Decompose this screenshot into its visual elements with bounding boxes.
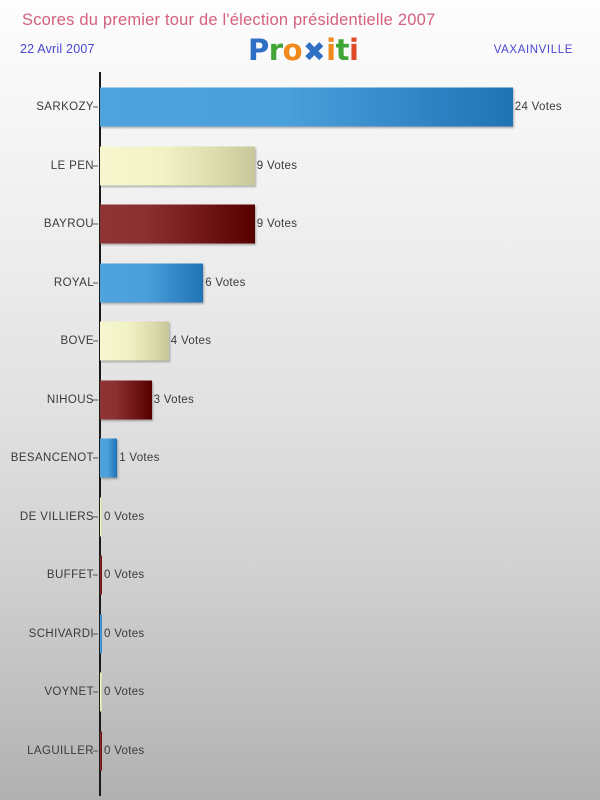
bar-laguiller[interactable] — [100, 731, 102, 770]
candidate-label: DE VILLIERS — [19, 510, 94, 523]
logo-letter-6: i — [348, 33, 359, 67]
bar-row: VOYNET 0 Votes — [0, 663, 600, 721]
bar-value-label: 0 Votes — [104, 627, 145, 640]
bar-value-label: 24 Votes — [514, 101, 562, 113]
candidate-label: LAGUILLER — [27, 744, 94, 757]
logo-letter-3: ✖ — [303, 37, 326, 68]
bar-chart-plot: SARKOZY 24 Votes LE PEN 9 Votes BAYROU 9 Vote… — [0, 72, 600, 800]
candidate-label: ROYAL — [53, 276, 94, 289]
axis-tick — [93, 340, 98, 342]
bar-nihous[interactable] — [100, 380, 152, 419]
candidate-label: BESANCENOT — [10, 452, 94, 464]
bar-bayrou[interactable] — [100, 204, 255, 244]
candidate-label: SCHIVARDI — [28, 627, 94, 640]
candidate-label: BAYROU — [43, 218, 94, 230]
logo-letter-1: r — [268, 33, 283, 67]
bar-value-label: 9 Votes — [256, 159, 298, 172]
axis-tick — [93, 691, 98, 693]
bar-row: BAYROU 9 Votes — [0, 195, 600, 253]
candidate-label: LE PEN — [50, 159, 94, 172]
y-axis-line — [99, 72, 101, 796]
candidate-label: BUFFET — [46, 569, 94, 581]
bar-row: BESANCENOT 1 Votes — [0, 429, 600, 487]
bar-value-label: 6 Votes — [205, 276, 246, 289]
bar-value-label: 0 Votes — [104, 569, 145, 581]
bar-row: DE VILLIERS 0 Votes — [0, 488, 600, 546]
bar-value-label: 9 Votes — [256, 218, 298, 230]
chart-header: Scores du premier tour de l'élection pré… — [0, 0, 600, 80]
axis-tick — [93, 282, 98, 283]
logo-letter-4: i — [326, 33, 336, 67]
axis-tick — [93, 750, 98, 751]
logo-letter-0: P — [248, 33, 269, 67]
bar-value-label: 0 Votes — [104, 744, 145, 757]
proxiti-logo[interactable]: Pro✖iti — [248, 33, 359, 68]
commune-name: VAXAINVILLE — [493, 44, 573, 56]
bar-value-label: 1 Votes — [119, 452, 160, 464]
bar-royal[interactable] — [100, 263, 204, 302]
bar-value-label: 0 Votes — [104, 686, 145, 698]
bar-row: BUFFET 0 Votes — [0, 546, 600, 604]
candidate-label: VOYNET — [44, 686, 94, 698]
bar-buffet[interactable] — [100, 555, 102, 595]
bar-schivardi[interactable] — [100, 614, 102, 653]
bar-row: BOVE 4 Votes — [0, 312, 600, 370]
bar-row: NIHOUS 3 Votes — [0, 371, 600, 429]
axis-tick — [93, 457, 98, 459]
candidate-label: SARKOZY — [36, 101, 94, 113]
bar-bove[interactable] — [100, 321, 169, 361]
bar-value-label: 3 Votes — [153, 393, 195, 406]
axis-tick — [93, 516, 98, 517]
election-date: 22 Avril 2007 — [20, 42, 95, 56]
bar-row: SCHIVARDI 0 Votes — [0, 605, 600, 663]
axis-tick — [93, 165, 98, 166]
bar-sarkozy[interactable] — [100, 87, 513, 127]
candidate-label: NIHOUS — [46, 393, 94, 406]
bar-de-villiers[interactable] — [100, 497, 102, 536]
bar-row: ROYAL 6 Votes — [0, 254, 600, 312]
bar-row: SARKOZY 24 Votes — [0, 78, 600, 136]
logo-letter-5: t — [335, 33, 350, 67]
logo-letter-2: o — [282, 33, 303, 67]
axis-tick — [93, 223, 98, 225]
bar-value-label: 4 Votes — [170, 335, 212, 347]
page-title: Scores du premier tour de l'élection pré… — [22, 11, 436, 29]
axis-tick — [93, 106, 98, 108]
bar-row: LAGUILLER 0 Votes — [0, 722, 600, 780]
bar-le-pen[interactable] — [100, 146, 255, 185]
axis-tick — [93, 399, 98, 400]
bar-voynet[interactable] — [100, 672, 102, 712]
bar-besancenot[interactable] — [100, 438, 118, 478]
axis-tick — [93, 574, 98, 576]
axis-tick — [93, 633, 98, 634]
candidate-label: BOVE — [60, 335, 94, 347]
bar-row: LE PEN 9 Votes — [0, 137, 600, 195]
bar-value-label: 0 Votes — [104, 510, 145, 523]
